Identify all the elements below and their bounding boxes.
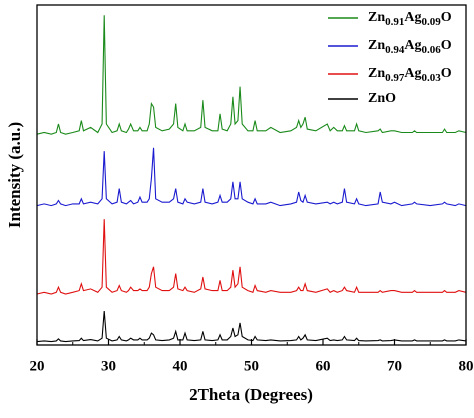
x-tick-label: 50: [244, 358, 259, 374]
legend-label: Zn0.91Ag0.09O: [368, 10, 452, 27]
legend-text-part: Zn: [368, 38, 385, 53]
legend-label: Zn0.97Ag0.03O: [368, 66, 452, 83]
x-tick-label: 20: [30, 358, 45, 374]
legend-text-part: O: [441, 10, 452, 25]
x-axis-label: 2Theta (Degrees): [189, 385, 313, 404]
x-tick-label: 40: [173, 358, 188, 374]
legend-subscript: 0.06: [422, 44, 442, 56]
plot-frame: [36, 4, 467, 346]
legend-text-part: ZnO: [368, 91, 396, 106]
legend-subscript: 0.94: [385, 44, 405, 56]
legend-subscript: 0.91: [385, 16, 404, 28]
series-line: [36, 15, 467, 135]
series-line: [36, 219, 467, 295]
x-tick-label: 70: [387, 358, 402, 374]
legend-text-part: O: [441, 38, 452, 53]
legend-subscript: 0.09: [422, 16, 442, 28]
series-line: [36, 310, 467, 343]
legend-label: ZnO: [368, 91, 396, 106]
legend-text-part: Zn: [368, 66, 385, 81]
legend-text-part: Ag: [404, 10, 421, 25]
legend-text-part: Ag: [404, 66, 421, 81]
legend-label: Zn0.94Ag0.06O: [368, 38, 452, 55]
series-line: [36, 147, 467, 207]
x-tick-label: 30: [101, 358, 116, 374]
x-tick-label: 80: [459, 358, 474, 374]
legend-text-part: Zn: [368, 10, 385, 25]
legend-text-part: Ag: [404, 38, 421, 53]
y-axis-label: Intensity (a.u.): [5, 122, 24, 228]
legend-text-part: O: [441, 66, 452, 81]
legend-subscript: 0.03: [422, 72, 442, 84]
legend-subscript: 0.97: [385, 72, 405, 84]
x-tick-label: 60: [316, 358, 331, 374]
